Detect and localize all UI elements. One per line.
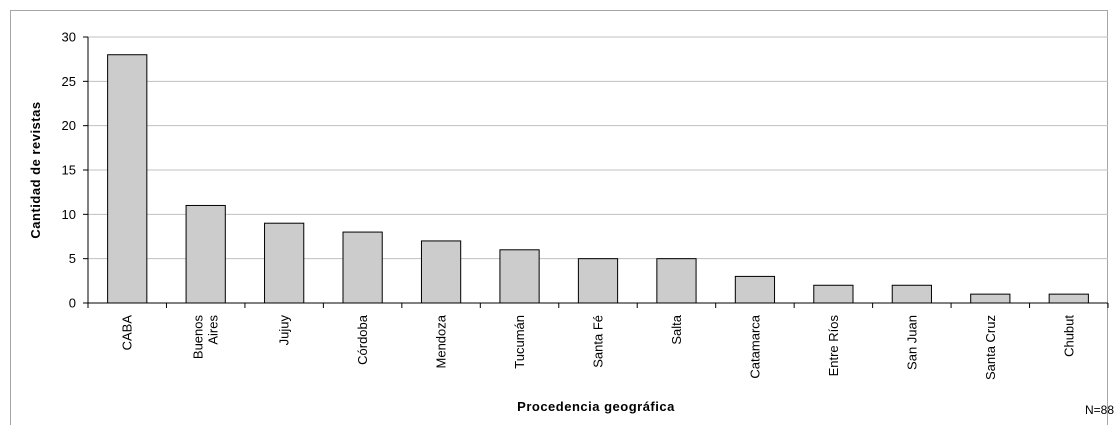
x-category-label: Tucumán — [512, 315, 527, 369]
bar — [970, 293, 1011, 304]
bar — [107, 54, 148, 304]
bar — [656, 258, 697, 304]
x-category-label: BuenosAires — [191, 315, 221, 360]
bar — [185, 204, 226, 304]
x-axis-title: Procedencia geográfica — [517, 399, 675, 414]
y-axis-ticks: 0 5 10 15 20 25 30 — [62, 30, 88, 311]
bar — [264, 222, 305, 304]
y-tick-label: 0 — [69, 296, 76, 311]
x-category-label: Santa Fé — [591, 315, 606, 368]
y-tick-label: 30 — [62, 30, 76, 45]
x-category-label: Córdoba — [355, 314, 370, 365]
y-axis-title: Cantidad de revistas — [28, 101, 43, 238]
bar — [734, 275, 776, 304]
bar — [420, 240, 462, 304]
bar — [342, 231, 383, 304]
bar — [577, 258, 619, 304]
y-tick-label: 25 — [62, 74, 76, 89]
x-category-label: CABA — [120, 315, 135, 351]
bar — [891, 284, 932, 304]
y-tick-label: 5 — [69, 251, 76, 266]
x-category-label: Jujuy — [277, 315, 292, 346]
x-category-label: San Juan — [904, 315, 919, 370]
bar — [1048, 293, 1089, 304]
y-tick-label: 15 — [62, 163, 76, 178]
bar — [813, 284, 854, 304]
y-tick-label: 10 — [62, 207, 76, 222]
sample-size-note: N=88 — [1084, 403, 1114, 417]
x-category-label: Catamarca — [747, 314, 762, 378]
x-category-label: Salta — [669, 314, 684, 344]
gridlines — [88, 36, 1108, 260]
x-axis-categories: CABA BuenosAires Jujuy Córdoba Mendoza Tucumá… — [87, 303, 1109, 380]
x-category-label: Mendoza — [434, 314, 449, 368]
x-category-label: Chubut — [1061, 315, 1076, 357]
bar — [499, 249, 540, 304]
x-category-label: Entre Ríos — [826, 315, 841, 377]
x-category-label: Santa Cruz — [983, 315, 998, 380]
chart-frame — [10, 10, 1108, 425]
bars — [107, 54, 1089, 304]
y-tick-label: 20 — [62, 118, 76, 133]
